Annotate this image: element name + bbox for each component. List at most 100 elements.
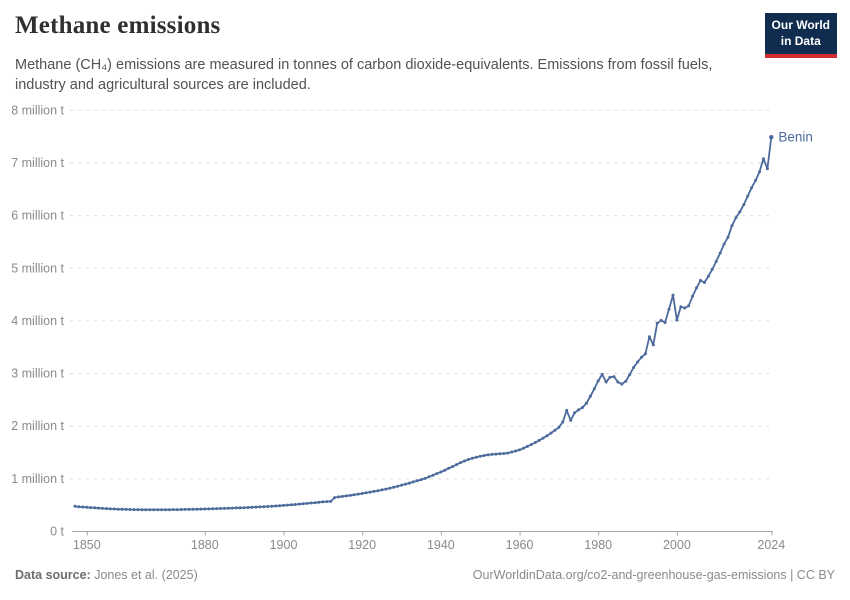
data-point [388, 486, 392, 490]
data-point [640, 355, 643, 359]
data-point [156, 508, 160, 512]
data-point [435, 472, 439, 476]
y-tick-label: 0 t [50, 525, 64, 539]
data-point [730, 224, 734, 228]
line-chart-canvas[interactable]: 0 t 1 million t 2 million t 3 million t 4 mi… [0, 98, 850, 566]
data-point [761, 157, 765, 161]
data-point [581, 406, 584, 409]
data-source-value: Jones et al. (2025) [90, 568, 198, 582]
data-point [663, 321, 667, 324]
y-tick-label: 2 million t [11, 419, 64, 433]
data-point [380, 488, 384, 492]
data-point [655, 321, 659, 325]
data-point [258, 505, 262, 509]
data-point [337, 495, 341, 499]
data-point [478, 454, 482, 458]
data-point [746, 194, 750, 198]
data-point [525, 444, 529, 448]
data-point [297, 502, 301, 506]
data-point [348, 493, 352, 497]
data-point [431, 473, 435, 477]
data-point [679, 305, 683, 309]
data-point [376, 489, 380, 493]
data-point [533, 441, 537, 444]
data-point [223, 506, 226, 510]
owid-logo[interactable]: Our World in Data [764, 13, 837, 59]
data-point [270, 504, 274, 508]
chart-footer: Data source: Jones et al. (2025) OurWorl… [15, 568, 835, 582]
data-point [498, 452, 502, 456]
y-tick-label: 6 million t [11, 209, 64, 223]
data-point [443, 468, 447, 472]
data-point [415, 479, 419, 483]
data-point [254, 505, 258, 509]
data-point [569, 418, 573, 422]
data-point [293, 503, 297, 506]
data-point [636, 360, 640, 364]
data-point [702, 281, 706, 284]
chart-subtitle: Methane (CH₄) emissions are measured in … [15, 55, 712, 96]
data-point [195, 507, 199, 511]
data-point [651, 343, 655, 347]
data-point [262, 505, 266, 509]
data-point [108, 507, 112, 511]
data-point [671, 293, 675, 297]
data-point [687, 304, 691, 308]
data-point [219, 507, 223, 510]
data-point [171, 508, 175, 512]
owid-logo-line2: in Data [780, 33, 821, 48]
data-point [93, 506, 97, 510]
data-point [537, 438, 541, 442]
data-point [179, 508, 183, 511]
data-point [309, 501, 313, 505]
data-point [384, 487, 388, 491]
data-point [451, 465, 455, 468]
data-point [419, 478, 423, 482]
data-point [667, 307, 671, 311]
data-point [506, 451, 510, 455]
data-point [510, 450, 514, 454]
data-point [612, 375, 616, 379]
data-point [691, 294, 695, 298]
data-point [207, 507, 211, 511]
data-point [683, 306, 687, 310]
data-point [360, 492, 364, 495]
x-tick-label: 2024 [757, 538, 785, 552]
footer-link[interactable]: OurWorldinData.org/co2-and-greenhouse-ga… [472, 568, 835, 582]
data-point [333, 496, 337, 500]
data-point [352, 493, 356, 497]
data-point [628, 373, 632, 377]
data-point [466, 458, 470, 461]
data-point [226, 506, 230, 510]
data-point [175, 508, 179, 512]
series-label-benin[interactable]: Benin [778, 130, 813, 145]
data-point [592, 387, 596, 391]
x-tick-label: 1900 [270, 538, 298, 552]
data-point [647, 335, 651, 339]
data-point [553, 428, 557, 432]
data-point [659, 318, 663, 322]
data-point [136, 508, 140, 512]
x-tick-label: 1880 [191, 538, 219, 552]
series-end-dot [769, 135, 774, 140]
page-title: Methane emissions [15, 12, 221, 39]
data-point [282, 503, 285, 507]
data-point [490, 452, 494, 456]
data-point [164, 508, 167, 512]
data-point [514, 449, 518, 453]
data-point [148, 508, 152, 512]
data-point [404, 482, 407, 486]
data-point [754, 178, 758, 182]
data-point [368, 490, 372, 494]
data-point [522, 446, 525, 450]
data-point [238, 506, 242, 510]
data-point [301, 502, 305, 506]
data-point [266, 505, 270, 508]
data-point [561, 420, 565, 424]
data-point [675, 318, 679, 322]
benin-line-series[interactable] [74, 136, 773, 511]
data-point [608, 375, 612, 379]
data-point [750, 186, 754, 190]
data-point [549, 431, 553, 435]
